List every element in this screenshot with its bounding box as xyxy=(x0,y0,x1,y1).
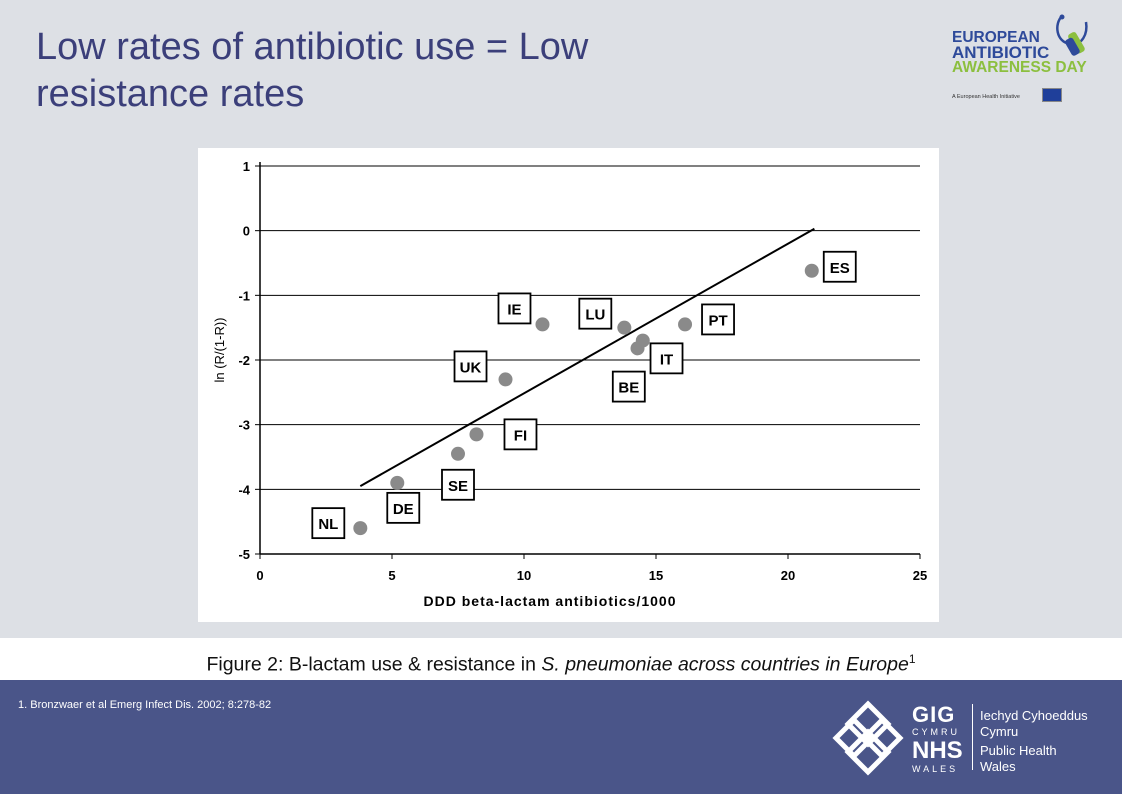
point-label: FI xyxy=(514,427,527,444)
data-point-it xyxy=(630,341,645,356)
point-label: IE xyxy=(507,301,521,318)
x-tick-label: 5 xyxy=(388,568,395,583)
eaad-logo: EUROPEAN ANTIBIOTIC AWARENESS DAY A Euro… xyxy=(952,14,1102,104)
data-point-lu xyxy=(617,320,632,335)
point-label: NL xyxy=(318,516,338,533)
data-point-uk xyxy=(498,372,513,387)
reference-text: 1. Bronzwaer et al Emerg Infect Dis. 200… xyxy=(18,699,272,711)
y-tick-label: -2 xyxy=(238,353,250,368)
point-label-box xyxy=(822,250,857,283)
point-label: SE xyxy=(448,478,468,495)
caption-italic: S. pneumoniae across countries in Europe xyxy=(541,653,909,676)
logo-divider xyxy=(972,704,973,770)
point-label-box xyxy=(578,297,613,330)
data-point-se xyxy=(451,446,465,461)
x-tick-label: 10 xyxy=(517,568,531,583)
point-label-box xyxy=(441,468,475,501)
data-point-es xyxy=(804,263,819,278)
point-label-box xyxy=(611,370,646,403)
point-label-box xyxy=(311,507,346,540)
phw-welsh-line1: Iechyd Cyhoeddus xyxy=(980,708,1088,723)
x-tick-label: 0 xyxy=(256,568,263,583)
point-label: BE xyxy=(618,380,639,397)
phw-english-line2: Wales xyxy=(980,759,1016,774)
cymru-wordmark: CYMRU xyxy=(912,727,960,737)
point-label-box xyxy=(649,342,684,375)
y-tick-label: -1 xyxy=(238,288,250,303)
eaad-subtitle: A European Health Initiative xyxy=(952,94,1020,100)
y-tick-label: -5 xyxy=(238,547,250,562)
x-axis-label: DDD beta-lactam antibiotics/1000 xyxy=(424,593,677,609)
eaad-wordmark: EUROPEAN ANTIBIOTIC AWARENESS DAY xyxy=(952,29,1087,76)
point-label-box xyxy=(453,350,488,383)
y-tick-label: 1 xyxy=(243,159,250,174)
point-label: LU xyxy=(585,307,605,324)
public-health-wales-logo: GIG CYMRU NHS WALES Iechyd Cyhoeddus Cym… xyxy=(828,698,1098,778)
point-label-box xyxy=(503,418,538,451)
trend-line xyxy=(359,227,815,487)
x-tick-label: 25 xyxy=(913,568,927,583)
data-point-nl xyxy=(353,521,368,536)
phw-welsh-line2: Cymru xyxy=(980,724,1019,739)
point-label-box xyxy=(386,491,421,524)
celtic-knot-icon xyxy=(832,700,904,776)
point-label-box xyxy=(497,292,532,325)
x-tick-label: 20 xyxy=(781,568,795,583)
footer-band: 1. Bronzwaer et al Emerg Infect Dis. 200… xyxy=(0,680,1122,794)
x-tick-label: 15 xyxy=(649,568,663,583)
gig-wordmark: GIG xyxy=(912,702,956,727)
eaad-line2: ANTIBIOTIC xyxy=(952,43,1050,62)
point-label: DE xyxy=(393,501,414,518)
point-label: ES xyxy=(830,260,850,277)
slide-title: Low rates of antibiotic use = Low resist… xyxy=(36,26,589,115)
y-tick-label: 0 xyxy=(243,224,250,239)
data-point-pt xyxy=(678,317,693,332)
nhs-wordmark: NHS xyxy=(912,737,963,764)
caption-footnote-mark: 1 xyxy=(908,652,916,666)
data-point-fi xyxy=(469,427,484,442)
phw-english-line1: Public Health xyxy=(980,743,1057,758)
stethoscope-icon xyxy=(1056,14,1088,56)
chart-panel: 1 0 -1 -2 -3 -4 -5 0 5 10 15 20 25 DDD beta-lactam an… xyxy=(198,148,939,622)
point-label: PT xyxy=(708,312,727,329)
y-tick-label: -4 xyxy=(238,482,250,497)
data-point-ie xyxy=(535,317,550,332)
y-tick-label: -3 xyxy=(238,418,250,433)
figure-caption: Figure 2: B-lactam use & resistance in S… xyxy=(0,638,1122,680)
data-point-de xyxy=(390,475,405,490)
eaad-line3: AWARENESS DAY xyxy=(952,59,1087,76)
eu-flag-icon xyxy=(1042,88,1062,102)
eaad-line1: EUROPEAN xyxy=(952,29,1040,46)
caption-text: Figure 2: B-lactam use & resistance in xyxy=(206,653,542,676)
wales-wordmark: WALES xyxy=(912,764,959,774)
point-label: UK xyxy=(460,359,482,376)
y-axis-label: ln (R/(1-R)) xyxy=(212,318,227,383)
point-label: IT xyxy=(660,351,673,368)
point-label-box xyxy=(701,303,735,336)
